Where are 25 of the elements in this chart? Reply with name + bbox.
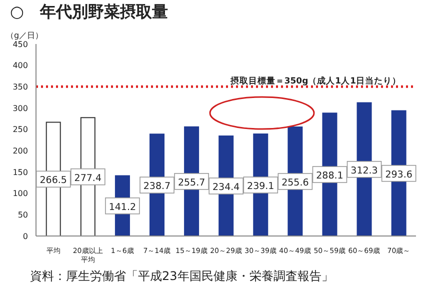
chart-title: ○ 年代別野菜摂取量 <box>10 2 168 23</box>
y-tick-label: 0 <box>22 232 28 241</box>
text: 資料：厚生労働省「平成23年国民健康・栄養調査報告」 <box>30 268 334 285</box>
y-tick-label: 150 <box>12 168 28 177</box>
y-tick-label: 50 <box>18 210 28 220</box>
y-tick-label: 200 <box>12 146 28 156</box>
y-tick-label: 250 <box>12 125 28 134</box>
y-tick-label: 300 <box>12 104 28 113</box>
data-label: 238.7 <box>143 181 171 192</box>
data-label: 277.4 <box>74 172 102 184</box>
y-tick-label: 350 <box>12 82 28 92</box>
data-label: 141.2 <box>108 202 136 213</box>
y-tick-label: 100 <box>12 189 28 198</box>
data-label: 293.6 <box>385 169 412 180</box>
y-axis-title: （g／日） <box>6 30 44 41</box>
y-tick-label: 400 <box>12 61 28 70</box>
data-label: 234.4 <box>212 182 240 193</box>
data-label: 239.1 <box>247 180 274 192</box>
data-label: 255.7 <box>178 177 206 188</box>
ref-line-label: 摂取目標量＝350g（成人1人1日当たり） <box>229 76 401 87</box>
data-label: 255.6 <box>282 177 309 188</box>
y-tick-label: 450 <box>12 40 28 49</box>
data-label: 312.3 <box>350 165 378 176</box>
data-label: 266.5 <box>40 175 67 186</box>
data-label: 288.1 <box>316 170 344 182</box>
